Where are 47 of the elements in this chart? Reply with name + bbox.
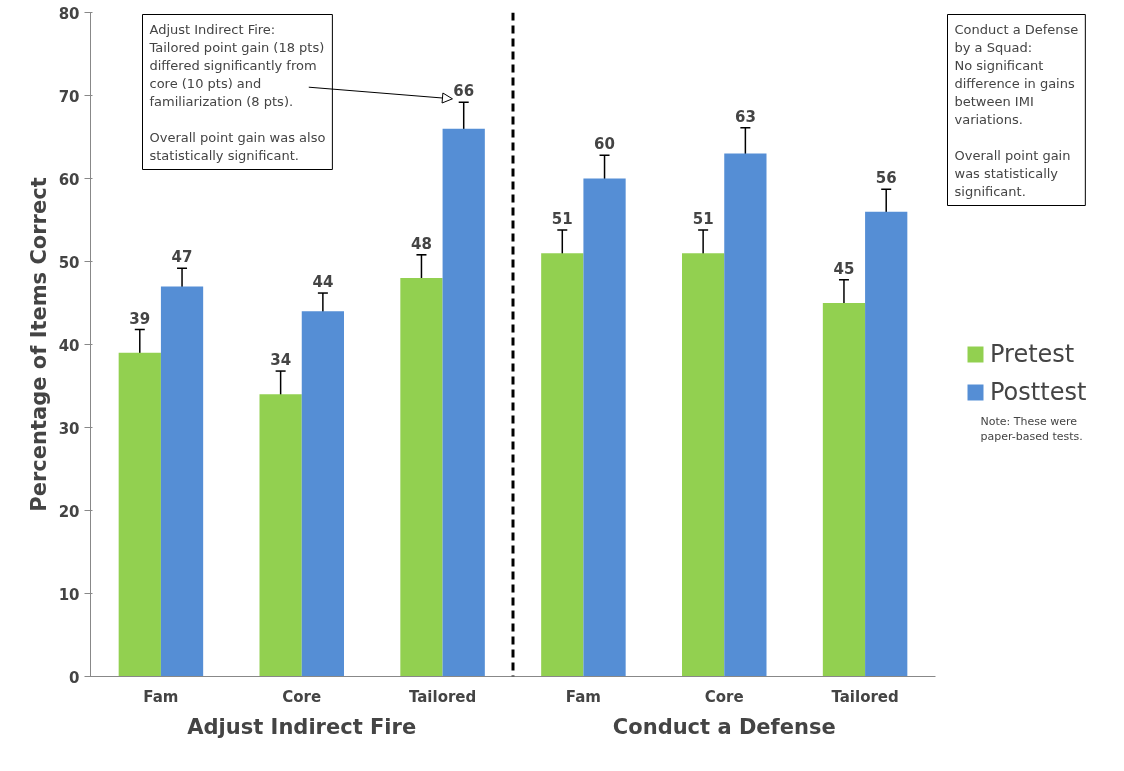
data-label: 44	[312, 273, 334, 292]
bar	[682, 253, 725, 677]
data-label: 51	[692, 209, 714, 228]
text: Adjust Indirect Fire: Tailored point gain (18 pts) differed significantly from core (10 pts) and familiarization (8 pts). Overall point gain was also statistically significant.	[149, 21, 326, 163]
x-tick-label: Fam	[143, 687, 179, 706]
data-label: 48	[411, 234, 432, 253]
y-tick-label: 80	[58, 4, 80, 23]
data-label: 39	[129, 309, 151, 328]
y-tick-label: 30	[58, 419, 80, 438]
text: Note: These were paper-based tests.	[980, 414, 1083, 444]
bar	[400, 278, 443, 677]
y-tick-label: 60	[58, 170, 80, 189]
bar	[724, 153, 767, 677]
y-tick-label: 40	[58, 336, 80, 355]
y-tick-label: 0	[69, 668, 80, 687]
bar	[442, 128, 485, 677]
bar	[541, 253, 584, 677]
x-tick-label: Core	[282, 687, 322, 706]
data-label: 45	[833, 259, 855, 278]
text: Conduct a Defense by a Squad: No significant difference in gains between IMI variations. Overall point gain was statistically significant.	[954, 21, 1079, 199]
x-tick-label: Tailored	[831, 687, 899, 706]
data-label: 60	[594, 135, 615, 154]
x-tick-label: Fam	[565, 687, 601, 706]
bar	[259, 394, 302, 677]
data-label: 47	[171, 248, 193, 267]
data-label: 56	[875, 169, 897, 188]
data-label: 51	[551, 209, 573, 228]
text: Conduct a Defense	[612, 714, 836, 739]
bar	[865, 211, 908, 677]
legend-label: Pretest	[990, 340, 1075, 368]
x-tick-label: Tailored	[408, 687, 477, 706]
bar	[301, 311, 344, 677]
data-label: 34	[270, 351, 292, 370]
bar	[118, 352, 161, 677]
bar	[583, 178, 626, 677]
y-axis-title: Percentage of Items Correct	[26, 177, 51, 512]
bar	[822, 303, 866, 677]
data-label: 66	[453, 82, 475, 101]
y-tick-label: 10	[58, 585, 80, 604]
y-tick-label: 20	[58, 502, 80, 521]
x-tick-label: Core	[704, 687, 744, 706]
text: Adjust Indirect Fire	[187, 714, 417, 739]
bar	[160, 286, 204, 677]
y-tick-label: 70	[58, 87, 80, 106]
y-tick-label: 50	[58, 253, 80, 272]
data-label: 63	[734, 107, 756, 126]
legend-label: Posttest	[990, 378, 1087, 406]
